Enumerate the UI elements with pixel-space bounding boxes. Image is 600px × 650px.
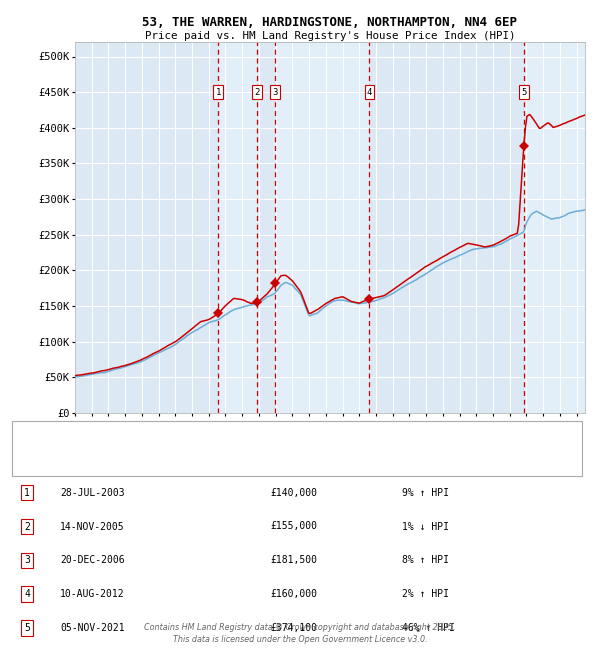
Text: Contains HM Land Registry data © Crown copyright and database right 2025.: Contains HM Land Registry data © Crown c… — [144, 623, 456, 632]
Text: 05-NOV-2021: 05-NOV-2021 — [60, 623, 125, 633]
Bar — [257, 42, 275, 413]
Text: 5: 5 — [24, 623, 30, 633]
Text: HPI: Average price, semi-detached house, West Northamptonshire: HPI: Average price, semi-detached house,… — [69, 452, 402, 462]
Bar — [275, 42, 370, 413]
Text: ——: —— — [30, 430, 52, 441]
Text: 14-NOV-2005: 14-NOV-2005 — [60, 521, 125, 532]
Text: 53, THE WARREN, HARDINGSTONE, NORTHAMPTON, NN4 6EP (semi-detached house): 53, THE WARREN, HARDINGSTONE, NORTHAMPTO… — [69, 431, 456, 440]
Text: Price paid vs. HM Land Registry's House Price Index (HPI): Price paid vs. HM Land Registry's House … — [145, 31, 515, 41]
Text: ——: —— — [30, 452, 52, 462]
Text: 8% ↑ HPI: 8% ↑ HPI — [402, 555, 449, 566]
Text: £181,500: £181,500 — [270, 555, 317, 566]
Bar — [75, 42, 218, 413]
Text: 46% ↑ HPI: 46% ↑ HPI — [402, 623, 455, 633]
Text: 5: 5 — [521, 88, 526, 97]
Text: 53, THE WARREN, HARDINGSTONE, NORTHAMPTON, NN4 6EP: 53, THE WARREN, HARDINGSTONE, NORTHAMPTO… — [143, 16, 517, 29]
Bar — [218, 42, 257, 413]
Text: 4: 4 — [24, 589, 30, 599]
Text: 2% ↑ HPI: 2% ↑ HPI — [402, 589, 449, 599]
Text: 1% ↓ HPI: 1% ↓ HPI — [402, 521, 449, 532]
Text: £374,100: £374,100 — [270, 623, 317, 633]
Text: 1: 1 — [215, 88, 221, 97]
Bar — [524, 42, 585, 413]
Text: 3: 3 — [272, 88, 278, 97]
Text: £160,000: £160,000 — [270, 589, 317, 599]
Bar — [370, 42, 524, 413]
Text: 9% ↑ HPI: 9% ↑ HPI — [402, 488, 449, 498]
Text: 28-JUL-2003: 28-JUL-2003 — [60, 488, 125, 498]
Text: £155,000: £155,000 — [270, 521, 317, 532]
Text: 4: 4 — [367, 88, 372, 97]
Text: 2: 2 — [254, 88, 259, 97]
Text: 20-DEC-2006: 20-DEC-2006 — [60, 555, 125, 566]
Text: 1: 1 — [24, 488, 30, 498]
Text: £140,000: £140,000 — [270, 488, 317, 498]
Text: 2: 2 — [24, 521, 30, 532]
Text: 10-AUG-2012: 10-AUG-2012 — [60, 589, 125, 599]
Text: 3: 3 — [24, 555, 30, 566]
Text: This data is licensed under the Open Government Licence v3.0.: This data is licensed under the Open Gov… — [173, 634, 427, 644]
